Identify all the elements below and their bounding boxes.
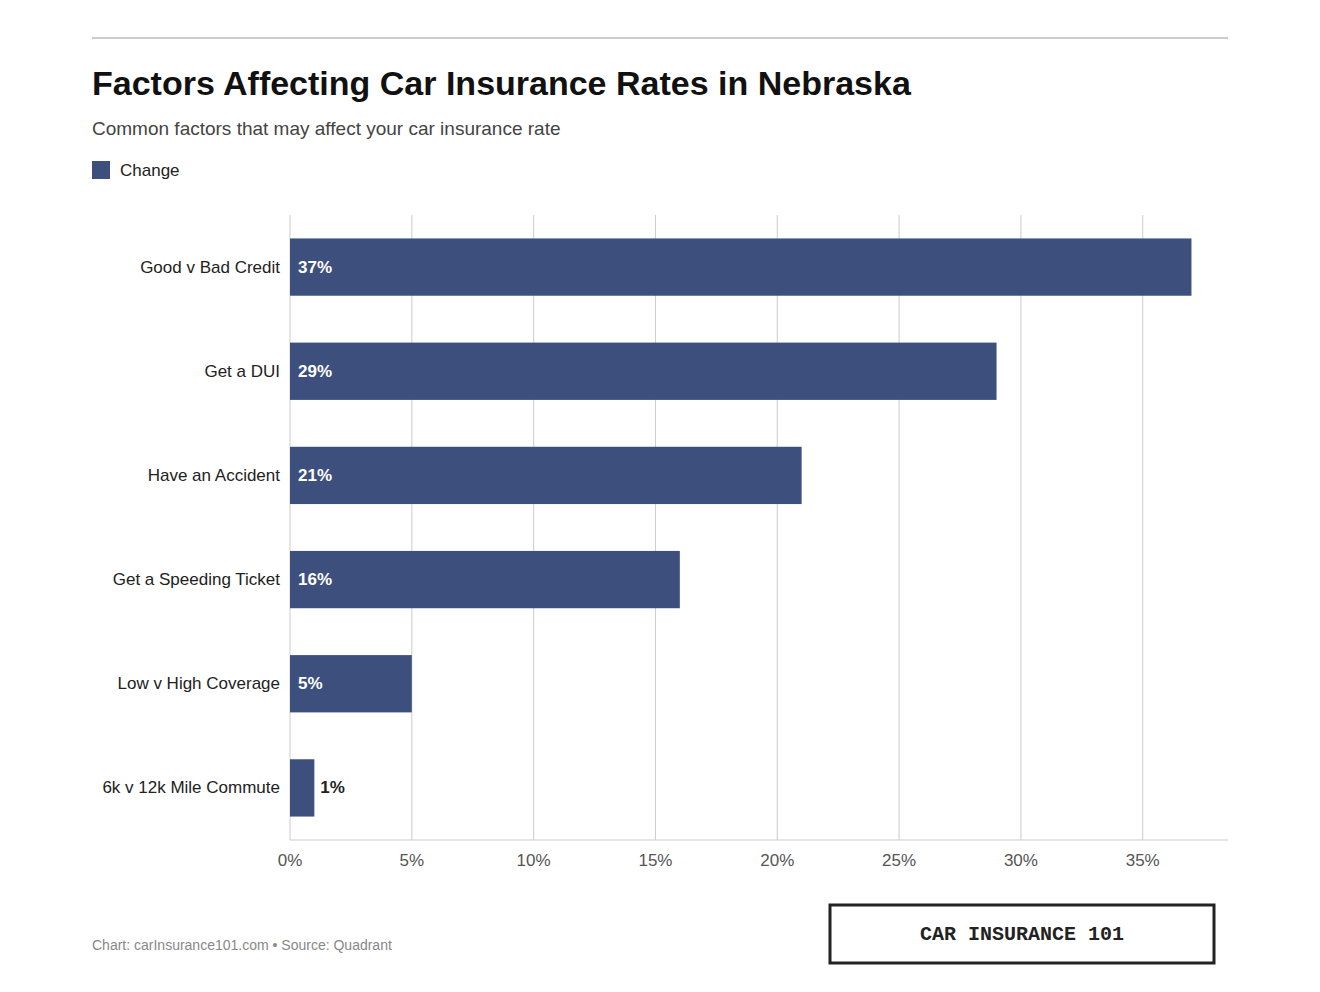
- x-tick-label: 0%: [278, 851, 303, 870]
- title: Factors Affecting Car Insurance Rates in…: [92, 64, 912, 102]
- y-tick-label: Have an Accident: [148, 466, 281, 485]
- data-label: 16%: [298, 570, 332, 589]
- y-tick-label: 6k v 12k Mile Commute: [102, 778, 280, 797]
- x-tick-label: 20%: [760, 851, 794, 870]
- footer: Chart: carInsurance101.com • Source: Qua…: [92, 937, 392, 953]
- y-tick-label: Get a Speeding Ticket: [113, 570, 281, 589]
- legend-swatch: [92, 161, 110, 179]
- y-tick-label: Low v High Coverage: [117, 674, 280, 693]
- grid-line: [899, 215, 900, 840]
- x-axis: 0% 5% 10% 15% 20% 25% 30% 35%: [278, 840, 1228, 870]
- y-tick-label: Get a DUI: [204, 362, 280, 381]
- top-rule: [92, 37, 1228, 39]
- bar: [290, 551, 680, 608]
- bar: [290, 343, 997, 400]
- x-axis-line: [290, 839, 1228, 840]
- y-axis: 6k v 12k Mile Commute Low v High Coverage…: [102, 258, 280, 798]
- x-tick-label: 10%: [517, 851, 551, 870]
- legend: Change: [92, 161, 180, 180]
- data-label: 1%: [320, 778, 345, 797]
- grid-line: [411, 215, 412, 840]
- grid-line: [1020, 215, 1021, 840]
- legend-label: Change: [120, 161, 180, 180]
- bar: [290, 655, 412, 712]
- watermark-text: CAR INSURANCE 101: [920, 923, 1124, 946]
- y-tick-label: Good v Bad Credit: [140, 258, 280, 277]
- data-labels: 1% 5% 16% 21% 29% 37%: [298, 258, 345, 798]
- grid-line: [655, 215, 656, 840]
- data-label: 5%: [298, 674, 323, 693]
- grid-line: [777, 215, 778, 840]
- x-tick-label: 35%: [1126, 851, 1160, 870]
- data-label: 37%: [298, 258, 332, 277]
- bar: [290, 238, 1191, 295]
- bar: [290, 447, 802, 504]
- data-label: 21%: [298, 466, 332, 485]
- x-tick-label: 5%: [400, 851, 425, 870]
- bar: [290, 759, 314, 816]
- watermark-box: [830, 905, 1214, 963]
- watermark: CAR INSURANCE 101: [830, 905, 1214, 963]
- grid: [290, 215, 1143, 840]
- grid-line: [290, 215, 291, 840]
- x-tick-label: 25%: [882, 851, 916, 870]
- grid-line: [533, 215, 534, 840]
- x-tick-label: 15%: [638, 851, 672, 870]
- x-tick-label: 30%: [1004, 851, 1038, 870]
- grid-line: [1142, 215, 1143, 840]
- chart: Factors Affecting Car Insurance Rates in…: [0, 0, 1320, 992]
- subtitle: Common factors that may affect your car …: [92, 118, 561, 139]
- bars: [290, 238, 1191, 816]
- data-label: 29%: [298, 362, 332, 381]
